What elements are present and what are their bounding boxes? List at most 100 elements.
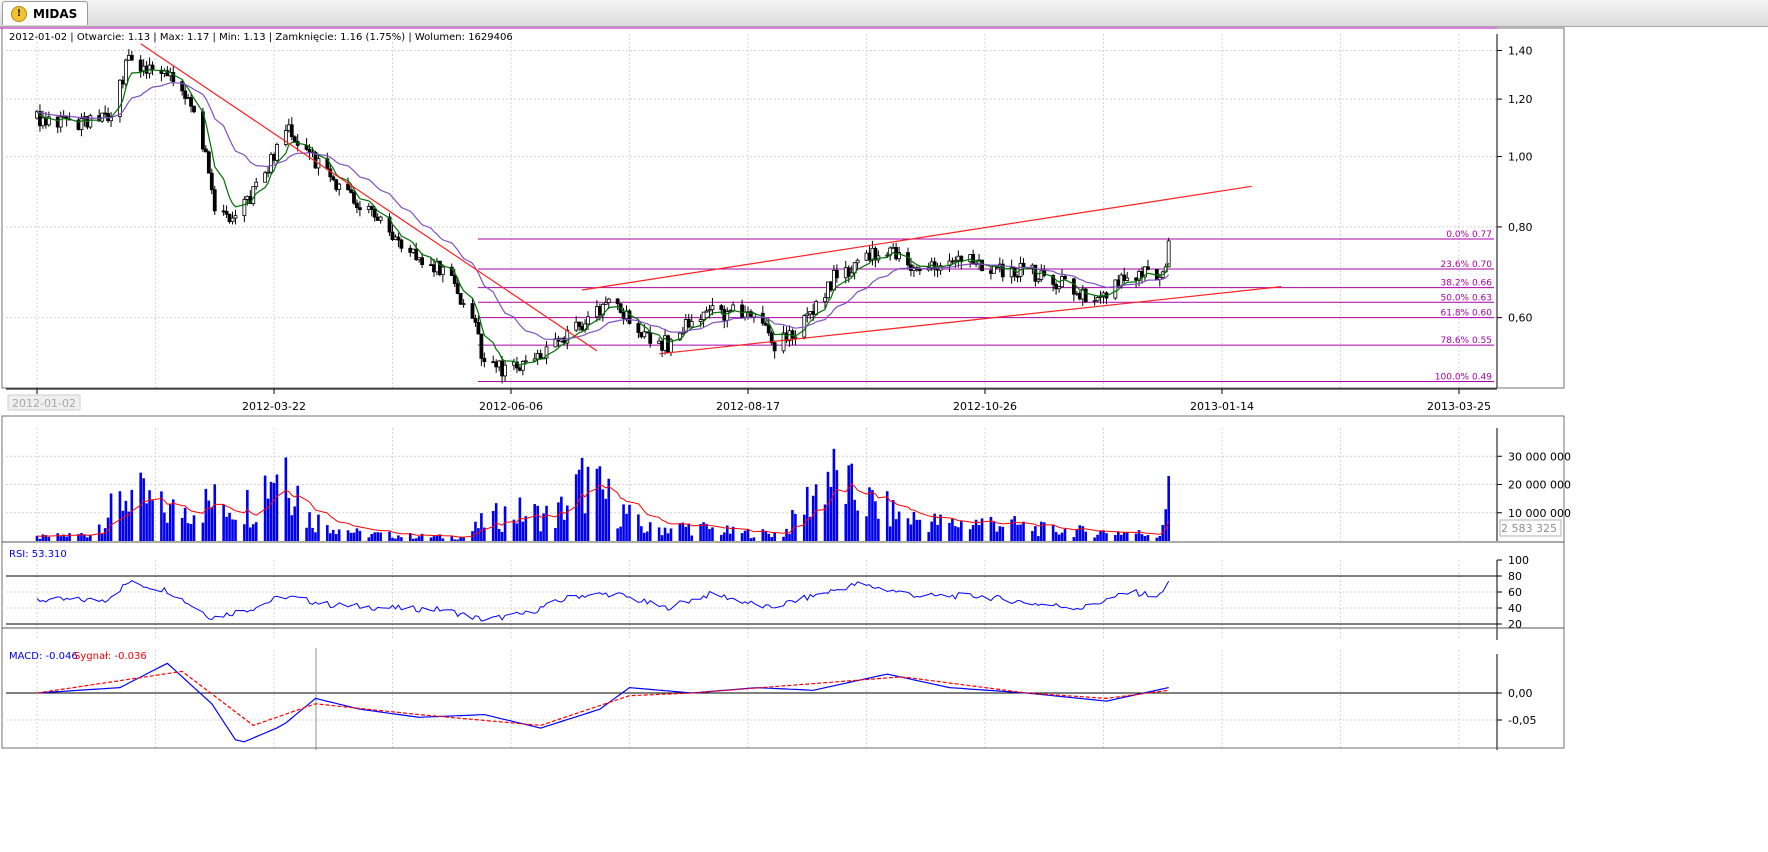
price-tick-label: 0,80	[1508, 221, 1533, 234]
volume-bar	[314, 532, 317, 541]
volume-bar	[429, 537, 433, 541]
volume-bar	[1001, 526, 1005, 541]
volume-bar	[231, 519, 234, 541]
volume-bar	[909, 524, 913, 541]
volume-bar	[346, 530, 350, 541]
volume-bar	[782, 536, 785, 541]
candle-body	[1074, 292, 1079, 295]
candle-body	[470, 303, 475, 319]
date-tick-label: 2012-08-17	[716, 400, 780, 413]
volume-bar	[124, 500, 128, 541]
volume-bar	[850, 463, 853, 541]
date-tick-label: 2012-01-02	[12, 397, 76, 410]
ma-long-line	[36, 82, 1170, 341]
ma-short-line	[36, 68, 1170, 366]
volume-bar	[462, 537, 465, 541]
volume-axis: 30 000 000 20 000 000 10 000 000 2 583 325	[1496, 428, 1571, 541]
candle-body	[272, 154, 276, 161]
volume-bar	[192, 515, 196, 541]
candle-body	[1051, 275, 1056, 285]
volume-bar	[805, 486, 809, 541]
volume-bar	[622, 504, 625, 541]
candle-body	[686, 319, 691, 328]
candle-body	[121, 79, 125, 85]
volume-bar	[1146, 535, 1150, 541]
volume-bar	[47, 536, 51, 541]
candle-body	[515, 361, 519, 369]
candle-body	[980, 259, 984, 272]
candle-body	[698, 319, 703, 322]
volume-bar	[308, 512, 311, 541]
candle-body	[286, 124, 291, 131]
candle-body	[834, 270, 839, 279]
candle-body	[497, 360, 502, 368]
candle-body	[814, 301, 819, 315]
volume-bar	[89, 535, 92, 541]
volume-bar	[877, 518, 880, 541]
volume-bar	[435, 535, 439, 541]
volume-bar	[121, 510, 125, 541]
candle-body	[790, 330, 795, 339]
volume-bar	[118, 491, 122, 541]
candle-body	[183, 90, 188, 99]
candle-body	[710, 305, 715, 311]
candle-body	[269, 154, 273, 173]
volume-bar	[65, 536, 68, 541]
candle-body	[636, 323, 641, 333]
candle-body	[639, 332, 644, 338]
volume-bar	[888, 526, 892, 541]
volume-bar	[1063, 528, 1067, 541]
volume-bar	[770, 537, 773, 541]
volume-bar	[1125, 532, 1129, 541]
rsi-panel	[6, 575, 1497, 625]
candle-body	[855, 259, 860, 264]
macd-label: MACD: -0.046	[9, 651, 78, 662]
candle-body	[275, 144, 279, 161]
volume-bar	[1010, 519, 1013, 541]
volume-bar	[912, 511, 916, 541]
volume-bar	[287, 498, 291, 541]
candle-body	[206, 151, 211, 174]
volume-bar	[80, 533, 83, 541]
candle-body	[479, 333, 484, 359]
candle-body	[864, 252, 869, 261]
volume-bar	[109, 493, 113, 541]
volume-bar	[595, 468, 599, 541]
volume-bar	[1119, 534, 1123, 541]
volume-bar	[998, 526, 1002, 541]
stock-chart[interactable]: 2012-01-02 | Otwarcie: 1.13 | Max: 1.17 …	[0, 26, 1768, 852]
candle-body	[307, 149, 312, 153]
volume-bar	[497, 528, 501, 541]
volume-bar	[868, 487, 871, 541]
volume-bar	[1013, 516, 1016, 541]
volume-bar	[68, 533, 71, 541]
volume-bar	[897, 511, 901, 541]
rsi-tick-label: 40	[1508, 602, 1522, 615]
volume-bar	[186, 523, 190, 541]
candle-body	[1015, 275, 1020, 278]
volume-bar	[826, 471, 830, 541]
volume-bar	[38, 538, 42, 541]
volume-bar	[545, 505, 548, 541]
candle-body	[55, 116, 60, 128]
volume-bar	[666, 533, 670, 541]
volume-bar	[823, 504, 827, 541]
volume-bar	[1155, 537, 1159, 541]
candle-body	[769, 332, 774, 344]
panel-frame	[1, 627, 1565, 749]
trendlines[interactable]	[140, 43, 1282, 355]
volume-bar	[989, 516, 993, 541]
volume-bar	[160, 491, 163, 541]
volume-bar	[266, 498, 270, 541]
volume-bar	[586, 466, 590, 541]
volume-bar	[171, 499, 175, 541]
candle-body	[411, 248, 416, 253]
tab-midas[interactable]: ! MIDAS	[2, 1, 88, 25]
volume-bar	[317, 514, 320, 541]
candle-body	[230, 217, 235, 223]
volume-bar	[438, 534, 442, 541]
candle-body	[763, 322, 768, 326]
candle-body	[432, 264, 436, 273]
volume-bar	[539, 531, 542, 541]
volume-bar	[1057, 534, 1061, 541]
